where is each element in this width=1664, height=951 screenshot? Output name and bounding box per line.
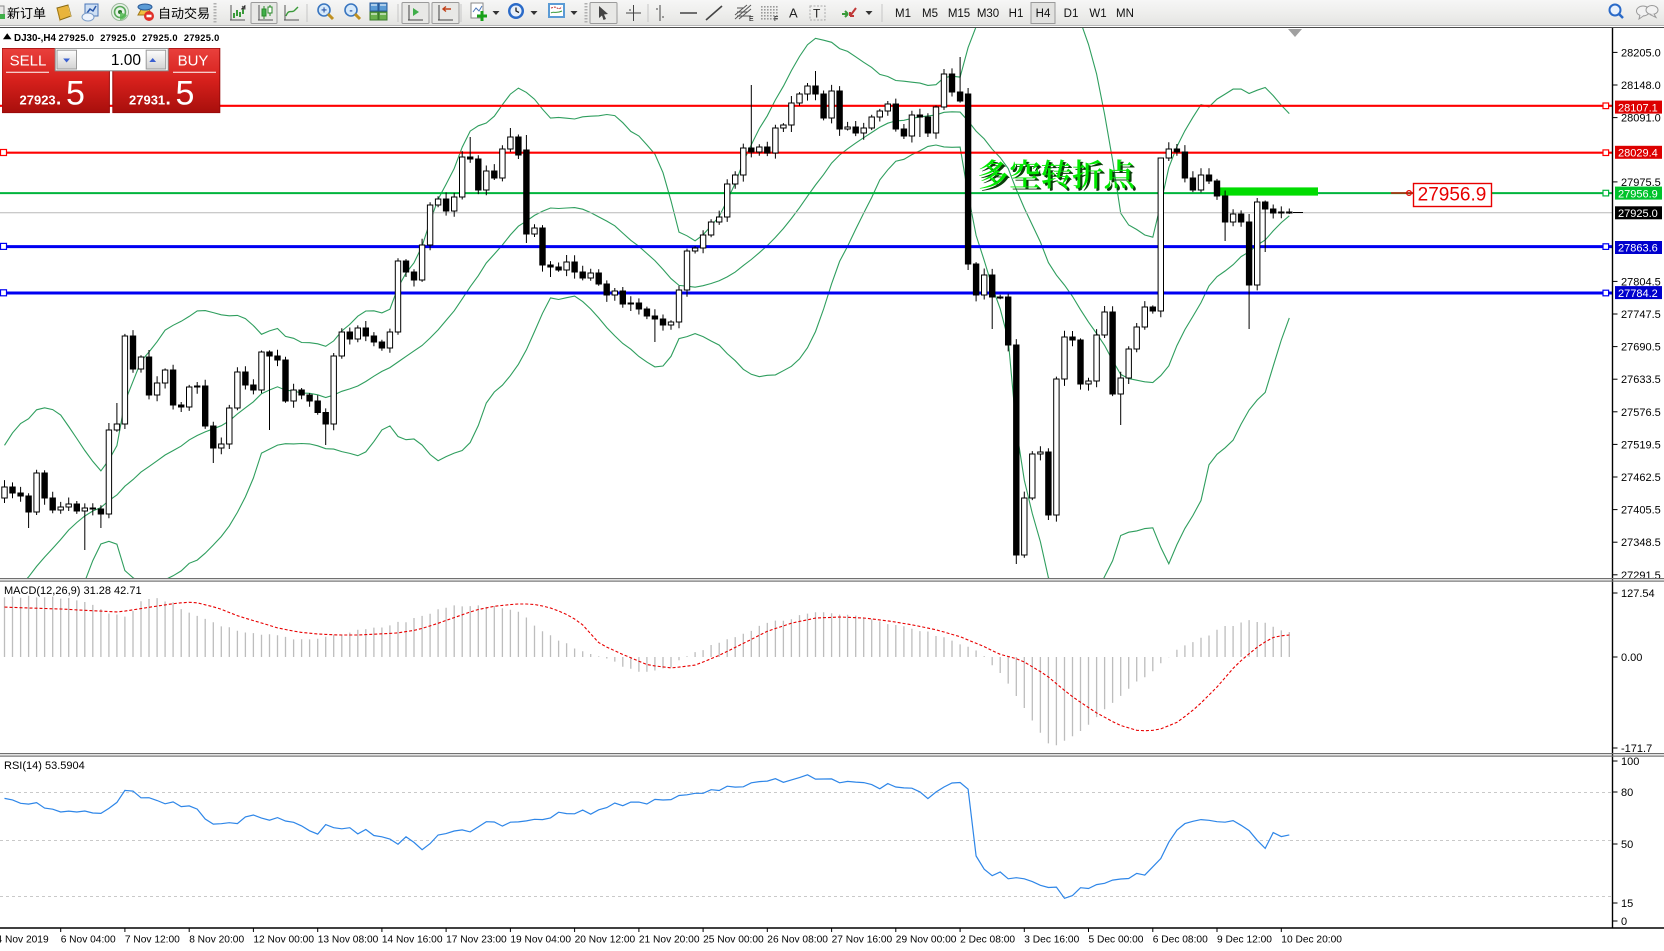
svg-text:M1: M1	[895, 8, 911, 20]
svg-text:28107.1: 28107.1	[1618, 102, 1658, 114]
svg-text:6 Nov 04:00: 6 Nov 04:00	[61, 935, 116, 946]
svg-text:17 Nov 23:00: 17 Nov 23:00	[446, 935, 507, 946]
svg-text:4 Nov 2019: 4 Nov 2019	[0, 935, 49, 946]
svg-text:E: E	[749, 16, 754, 23]
svg-text:RSI(14) 53.5904: RSI(14) 53.5904	[4, 760, 85, 772]
svg-text:19 Nov 04:00: 19 Nov 04:00	[510, 935, 571, 946]
svg-text:27576.5: 27576.5	[1621, 407, 1661, 419]
svg-text:21 Nov 20:00: 21 Nov 20:00	[639, 935, 700, 946]
svg-text:0: 0	[1621, 916, 1627, 928]
svg-text:25 Nov 00:00: 25 Nov 00:00	[703, 935, 764, 946]
svg-text:H4: H4	[1036, 8, 1051, 20]
svg-text:13 Nov 08:00: 13 Nov 08:00	[318, 935, 379, 946]
svg-text:+: +	[321, 6, 327, 17]
svg-text:28091.0: 28091.0	[1621, 113, 1661, 125]
svg-text:M30: M30	[977, 8, 999, 20]
svg-text:.: .	[165, 88, 170, 109]
svg-text:.: .	[56, 88, 61, 109]
svg-text:26 Nov 08:00: 26 Nov 08:00	[767, 935, 828, 946]
svg-text:27784.2: 27784.2	[1618, 288, 1658, 300]
svg-text:5: 5	[66, 75, 85, 113]
svg-text:27931: 27931	[129, 92, 165, 107]
svg-text:MACD(12,26,9) 31.28 42.71: MACD(12,26,9) 31.28 42.71	[4, 585, 142, 597]
svg-text:27747.5: 27747.5	[1621, 309, 1661, 321]
svg-text:20 Nov 12:00: 20 Nov 12:00	[575, 935, 636, 946]
svg-text:W1: W1	[1089, 8, 1106, 20]
svg-text:6 Dec 08:00: 6 Dec 08:00	[1153, 935, 1208, 946]
svg-text:29 Nov 00:00: 29 Nov 00:00	[896, 935, 957, 946]
svg-text:27975.5: 27975.5	[1621, 177, 1661, 189]
svg-text:0.00: 0.00	[1621, 652, 1642, 664]
svg-text:M15: M15	[948, 8, 970, 20]
svg-text:5 Dec 00:00: 5 Dec 00:00	[1089, 935, 1144, 946]
svg-text:F: F	[774, 16, 778, 23]
svg-text:-171.7: -171.7	[1621, 743, 1652, 755]
svg-text:3 Dec 16:00: 3 Dec 16:00	[1024, 935, 1079, 946]
svg-text:H1: H1	[1009, 8, 1024, 20]
svg-text:9 Dec 12:00: 9 Dec 12:00	[1217, 935, 1272, 946]
svg-text:27633.5: 27633.5	[1621, 374, 1661, 386]
svg-text:27863.6: 27863.6	[1618, 243, 1658, 255]
svg-text:27956.9: 27956.9	[1618, 188, 1658, 200]
svg-text:D1: D1	[1064, 8, 1079, 20]
svg-text:DJ30-,H4: DJ30-,H4	[14, 33, 56, 44]
svg-text:27925.0: 27925.0	[1618, 208, 1658, 220]
svg-text:27 Nov 16:00: 27 Nov 16:00	[832, 935, 893, 946]
svg-text:27956.9: 27956.9	[1418, 185, 1487, 206]
svg-text:28148.0: 28148.0	[1621, 80, 1661, 92]
svg-text:14 Nov 16:00: 14 Nov 16:00	[382, 935, 443, 946]
svg-text:12 Nov 00:00: 12 Nov 00:00	[253, 935, 314, 946]
svg-text:7 Nov 12:00: 7 Nov 12:00	[125, 935, 180, 946]
svg-text:27923: 27923	[19, 92, 55, 107]
svg-text:-: -	[349, 6, 352, 17]
svg-text:127.54: 127.54	[1621, 588, 1655, 600]
svg-text:2 Dec 08:00: 2 Dec 08:00	[960, 935, 1015, 946]
svg-text:27925.0 27925.0 27925.0 27925.: 27925.0 27925.0 27925.0 27925.0	[59, 33, 220, 43]
svg-text:50: 50	[1621, 839, 1633, 851]
svg-text:5: 5	[175, 75, 194, 113]
svg-text:8 Nov 20:00: 8 Nov 20:00	[189, 935, 244, 946]
svg-text:A: A	[789, 6, 798, 21]
svg-text:28029.4: 28029.4	[1618, 148, 1658, 160]
svg-text:100: 100	[1621, 756, 1639, 768]
svg-text:27690.5: 27690.5	[1621, 342, 1661, 354]
svg-text:T: T	[813, 7, 821, 21]
svg-text:15: 15	[1621, 898, 1633, 910]
svg-text:27348.5: 27348.5	[1621, 537, 1661, 549]
svg-text:BUY: BUY	[177, 53, 208, 70]
svg-text:SELL: SELL	[9, 53, 46, 70]
svg-text:27519.5: 27519.5	[1621, 439, 1661, 451]
svg-text:MN: MN	[1116, 8, 1134, 20]
svg-text:27291.5: 27291.5	[1621, 570, 1661, 582]
svg-text:27462.5: 27462.5	[1621, 472, 1661, 484]
svg-text:1.00: 1.00	[110, 52, 141, 69]
svg-text:M5: M5	[922, 8, 938, 20]
svg-text:27405.5: 27405.5	[1621, 505, 1661, 517]
svg-text:80: 80	[1621, 787, 1633, 799]
svg-text:28205.0: 28205.0	[1621, 47, 1661, 59]
svg-text:27804.5: 27804.5	[1621, 276, 1661, 288]
svg-text:10 Dec 20:00: 10 Dec 20:00	[1281, 935, 1342, 946]
